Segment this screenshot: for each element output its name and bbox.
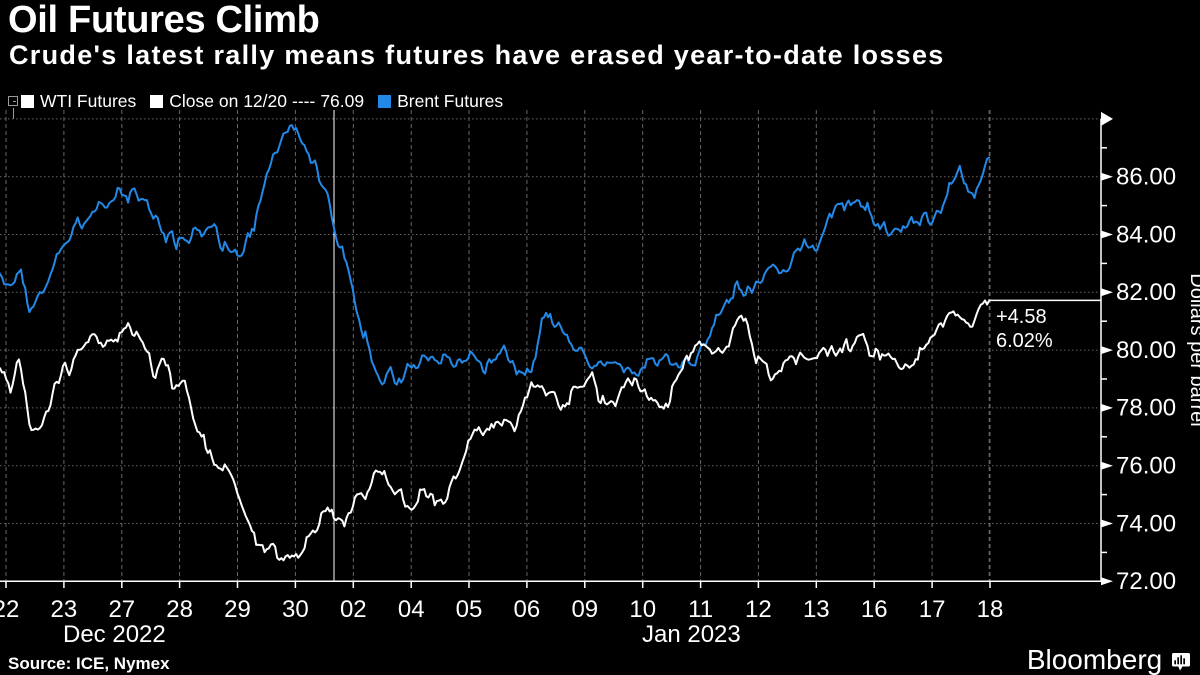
svg-text:11: 11	[688, 596, 713, 623]
svg-text:18: 18	[977, 596, 1004, 623]
svg-text:Jan 2023: Jan 2023	[642, 621, 741, 648]
svg-text:22: 22	[0, 596, 19, 623]
svg-text:80.00: 80.00	[1116, 337, 1176, 364]
svg-text:76.00: 76.00	[1116, 453, 1176, 480]
svg-text:06: 06	[514, 596, 541, 623]
svg-text:05: 05	[456, 596, 483, 623]
svg-text:Dollars per barrel: Dollars per barrel	[1186, 273, 1200, 426]
svg-text:13: 13	[803, 596, 830, 623]
svg-text:17: 17	[919, 596, 946, 623]
svg-text:6.02%: 6.02%	[996, 330, 1053, 352]
svg-text:+4.58: +4.58	[996, 306, 1047, 328]
svg-text:72.00: 72.00	[1116, 568, 1176, 595]
svg-text:04: 04	[398, 596, 425, 623]
svg-text:28: 28	[166, 596, 193, 623]
svg-text:02: 02	[340, 596, 367, 623]
svg-text:Dec 2022: Dec 2022	[63, 621, 166, 648]
svg-text:82.00: 82.00	[1116, 279, 1176, 306]
svg-text:29: 29	[224, 596, 251, 623]
svg-text:23: 23	[51, 596, 78, 623]
svg-text:16: 16	[861, 596, 888, 623]
svg-text:84.00: 84.00	[1116, 221, 1176, 248]
svg-text:10: 10	[629, 596, 656, 623]
svg-text:12: 12	[745, 596, 772, 623]
svg-text:09: 09	[571, 596, 598, 623]
svg-text:74.00: 74.00	[1116, 510, 1176, 537]
svg-text:27: 27	[108, 596, 135, 623]
svg-text:86.00: 86.00	[1116, 164, 1176, 191]
svg-text:30: 30	[282, 596, 309, 623]
svg-text:78.00: 78.00	[1116, 395, 1176, 422]
